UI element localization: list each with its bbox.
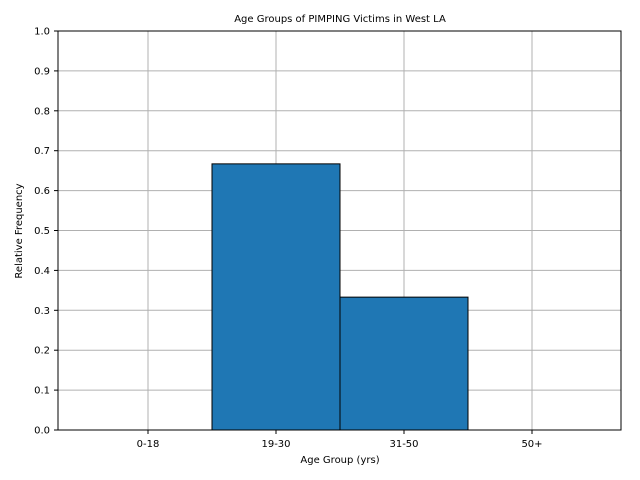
x-ticks: 0-18 19-30 31-50 50+ — [137, 430, 543, 450]
y-tick-label: 0.1 — [34, 386, 50, 397]
y-axis-label: Relative Frequency — [14, 183, 25, 278]
bars — [211, 163, 469, 431]
y-tick-label: 0.8 — [34, 106, 50, 117]
x-tick-label: 19-30 — [261, 439, 290, 450]
x-axis-label: Age Group (yrs) — [300, 455, 379, 466]
chart-title: Age Groups of PIMPING Victims in West LA — [234, 14, 446, 25]
bar-19-30 — [211, 163, 341, 431]
x-tick-label: 50+ — [521, 439, 542, 450]
y-tick-label: 0.3 — [34, 306, 50, 317]
y-tick-label: 0.7 — [34, 146, 50, 157]
y-tick-label: 1.0 — [34, 27, 50, 38]
x-tick-label: 0-18 — [137, 439, 160, 450]
y-tick-label: 0.9 — [34, 66, 50, 77]
y-tick-label: 0.6 — [34, 186, 50, 197]
y-tick-label: 0.4 — [34, 266, 50, 277]
y-ticks: 0.0 0.1 0.2 0.3 0.4 0.5 0.6 0.7 0.8 0.9 1.0 — [34, 27, 58, 437]
y-tick-label: 0.2 — [34, 346, 50, 357]
bar-31-50 — [339, 296, 469, 431]
y-tick-label: 0.0 — [34, 426, 50, 437]
y-tick-label: 0.5 — [34, 226, 50, 237]
x-tick-label: 31-50 — [389, 439, 418, 450]
